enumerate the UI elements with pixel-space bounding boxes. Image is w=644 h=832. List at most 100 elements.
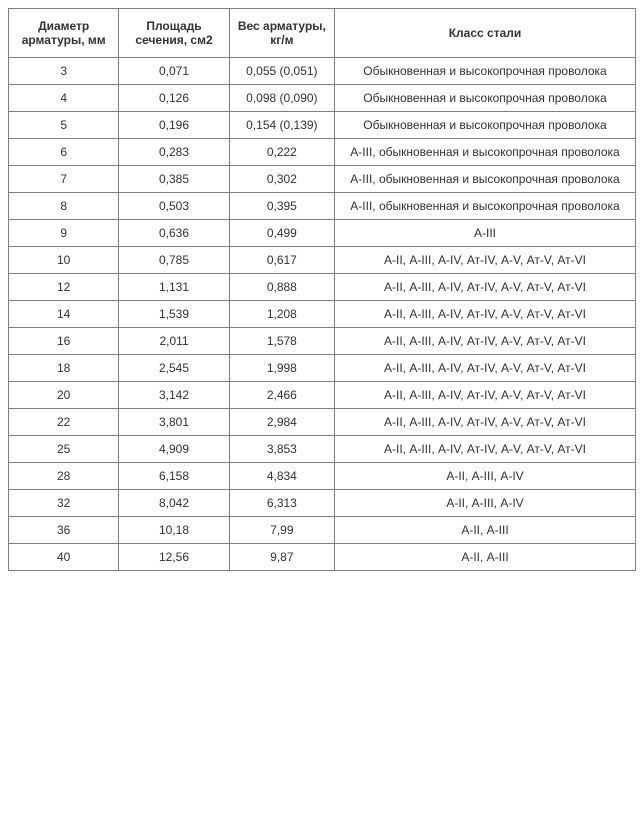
cell-area: 0,385 (119, 166, 229, 193)
cell-diameter: 40 (9, 544, 119, 571)
cell-steel-class: А-III, обыкновенная и высокопрочная пров… (335, 193, 636, 220)
cell-steel-class: А-II, А-III (335, 517, 636, 544)
cell-area: 0,503 (119, 193, 229, 220)
cell-weight: 6,313 (229, 490, 334, 517)
cell-area: 4,909 (119, 436, 229, 463)
table-row: 121,1310,888А-II, А-III, А-IV, Ат-IV, А-… (9, 274, 636, 301)
cell-diameter: 5 (9, 112, 119, 139)
table-row: 70,3850,302А-III, обыкновенная и высокоп… (9, 166, 636, 193)
cell-area: 0,636 (119, 220, 229, 247)
cell-diameter: 12 (9, 274, 119, 301)
table-row: 3610,187,99А-II, А-III (9, 517, 636, 544)
cell-steel-class: А-II, А-III, А-IV, Ат-IV, А-V, Ат-V, Ат-… (335, 301, 636, 328)
cell-steel-class: А-II, А-III (335, 544, 636, 571)
header-area: Площадь сечения, см2 (119, 9, 229, 58)
table-row: 60,2830,222А-III, обыкновенная и высокоп… (9, 139, 636, 166)
table-row: 162,0111,578А-II, А-III, А-IV, Ат-IV, А-… (9, 328, 636, 355)
rebar-properties-table: Диаметр арматуры, мм Площадь сечения, см… (8, 8, 636, 571)
cell-weight: 0,302 (229, 166, 334, 193)
cell-diameter: 14 (9, 301, 119, 328)
cell-area: 3,801 (119, 409, 229, 436)
cell-steel-class: Обыкновенная и высокопрочная проволока (335, 112, 636, 139)
cell-diameter: 20 (9, 382, 119, 409)
cell-diameter: 9 (9, 220, 119, 247)
cell-weight: 7,99 (229, 517, 334, 544)
cell-weight: 0,098 (0,090) (229, 85, 334, 112)
cell-steel-class: Обыкновенная и высокопрочная проволока (335, 85, 636, 112)
cell-area: 3,142 (119, 382, 229, 409)
table-row: 4012,569,87А-II, А-III (9, 544, 636, 571)
cell-area: 10,18 (119, 517, 229, 544)
cell-area: 0,785 (119, 247, 229, 274)
cell-area: 8,042 (119, 490, 229, 517)
cell-area: 0,283 (119, 139, 229, 166)
cell-weight: 1,208 (229, 301, 334, 328)
cell-steel-class: Обыкновенная и высокопрочная проволока (335, 58, 636, 85)
cell-area: 2,011 (119, 328, 229, 355)
cell-area: 6,158 (119, 463, 229, 490)
cell-area: 1,539 (119, 301, 229, 328)
cell-weight: 0,888 (229, 274, 334, 301)
cell-weight: 0,395 (229, 193, 334, 220)
cell-diameter: 22 (9, 409, 119, 436)
table-row: 80,5030,395А-III, обыкновенная и высокоп… (9, 193, 636, 220)
cell-steel-class: А-II, А-III, А-IV, Ат-IV, А-V, Ат-V, Ат-… (335, 355, 636, 382)
cell-steel-class: А-II, А-III, А-IV, Ат-IV, А-V, Ат-V, Ат-… (335, 436, 636, 463)
table-row: 141,5391,208А-II, А-III, А-IV, Ат-IV, А-… (9, 301, 636, 328)
cell-area: 1,131 (119, 274, 229, 301)
header-diameter: Диаметр арматуры, мм (9, 9, 119, 58)
cell-weight: 0,499 (229, 220, 334, 247)
cell-area: 2,545 (119, 355, 229, 382)
cell-area: 0,196 (119, 112, 229, 139)
cell-weight: 2,984 (229, 409, 334, 436)
cell-diameter: 28 (9, 463, 119, 490)
cell-diameter: 36 (9, 517, 119, 544)
header-steel-class: Класс стали (335, 9, 636, 58)
cell-weight: 1,578 (229, 328, 334, 355)
cell-diameter: 10 (9, 247, 119, 274)
table-header-row: Диаметр арматуры, мм Площадь сечения, см… (9, 9, 636, 58)
table-row: 223,8012,984А-II, А-III, А-IV, Ат-IV, А-… (9, 409, 636, 436)
cell-weight: 1,998 (229, 355, 334, 382)
cell-steel-class: А-II, А-III, А-IV, Ат-IV, А-V, Ат-V, Ат-… (335, 409, 636, 436)
cell-steel-class: А-III, обыкновенная и высокопрочная пров… (335, 166, 636, 193)
cell-steel-class: А-II, А-III, А-IV, Ат-IV, А-V, Ат-V, Ат-… (335, 247, 636, 274)
cell-steel-class: А-II, А-III, А-IV (335, 463, 636, 490)
cell-diameter: 3 (9, 58, 119, 85)
table-row: 182,5451,998А-II, А-III, А-IV, Ат-IV, А-… (9, 355, 636, 382)
cell-diameter: 8 (9, 193, 119, 220)
table-row: 40,1260,098 (0,090)Обыкновенная и высоко… (9, 85, 636, 112)
cell-weight: 0,055 (0,051) (229, 58, 334, 85)
cell-weight: 3,853 (229, 436, 334, 463)
cell-diameter: 4 (9, 85, 119, 112)
cell-steel-class: А-II, А-III, А-IV, Ат-IV, А-V, Ат-V, Ат-… (335, 274, 636, 301)
cell-weight: 4,834 (229, 463, 334, 490)
table-row: 90,6360,499А-III (9, 220, 636, 247)
cell-weight: 0,154 (0,139) (229, 112, 334, 139)
header-weight: Вес арматуры, кг/м (229, 9, 334, 58)
table-row: 254,9093,853А-II, А-III, А-IV, Ат-IV, А-… (9, 436, 636, 463)
table-body: 30,0710,055 (0,051)Обыкновенная и высоко… (9, 58, 636, 571)
cell-diameter: 16 (9, 328, 119, 355)
cell-diameter: 6 (9, 139, 119, 166)
cell-weight: 0,617 (229, 247, 334, 274)
cell-steel-class: А-III, обыкновенная и высокопрочная пров… (335, 139, 636, 166)
cell-diameter: 32 (9, 490, 119, 517)
cell-diameter: 25 (9, 436, 119, 463)
table-row: 30,0710,055 (0,051)Обыкновенная и высоко… (9, 58, 636, 85)
cell-area: 0,126 (119, 85, 229, 112)
cell-steel-class: А-II, А-III, А-IV (335, 490, 636, 517)
cell-area: 12,56 (119, 544, 229, 571)
table-row: 203,1422,466А-II, А-III, А-IV, Ат-IV, А-… (9, 382, 636, 409)
cell-steel-class: А-II, А-III, А-IV, Ат-IV, А-V, Ат-V, Ат-… (335, 382, 636, 409)
table-row: 328,0426,313А-II, А-III, А-IV (9, 490, 636, 517)
cell-diameter: 7 (9, 166, 119, 193)
table-row: 100,7850,617А-II, А-III, А-IV, Ат-IV, А-… (9, 247, 636, 274)
table-row: 286,1584,834А-II, А-III, А-IV (9, 463, 636, 490)
cell-area: 0,071 (119, 58, 229, 85)
cell-steel-class: А-II, А-III, А-IV, Ат-IV, А-V, Ат-V, Ат-… (335, 328, 636, 355)
table-row: 50,1960,154 (0,139)Обыкновенная и высоко… (9, 112, 636, 139)
cell-weight: 0,222 (229, 139, 334, 166)
cell-steel-class: А-III (335, 220, 636, 247)
cell-weight: 9,87 (229, 544, 334, 571)
